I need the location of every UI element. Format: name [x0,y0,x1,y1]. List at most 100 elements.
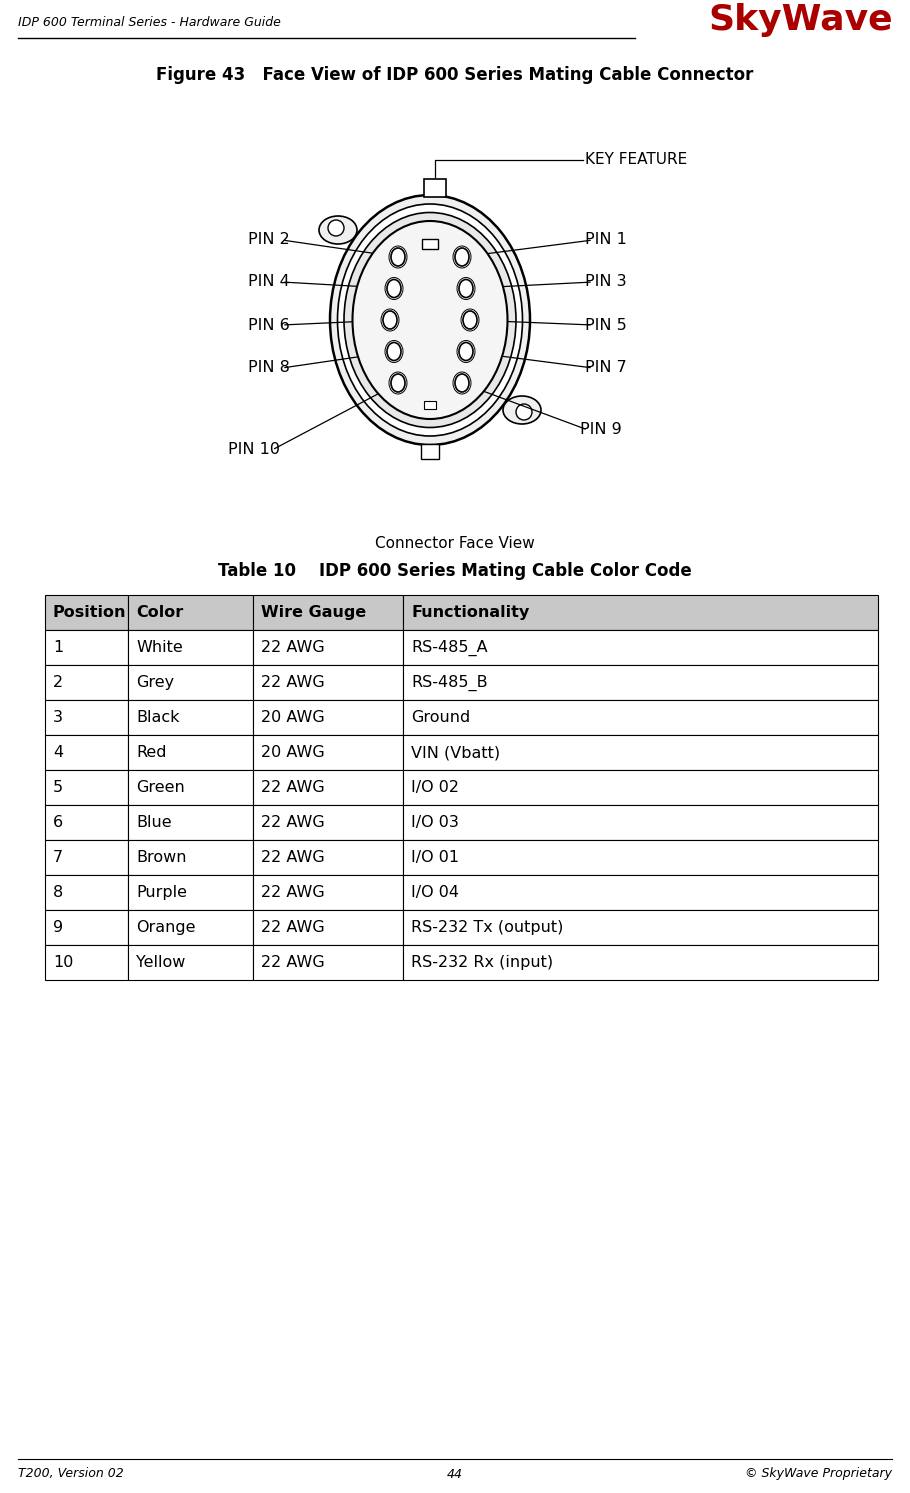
Text: I/O 01: I/O 01 [411,850,460,864]
Text: PIN 9: PIN 9 [580,423,622,437]
Ellipse shape [338,205,522,436]
Ellipse shape [352,221,508,420]
Bar [403,911,878,945]
Text: White: White [136,640,183,655]
Bar [128,664,253,700]
Bar [128,700,253,735]
Text: 10: 10 [53,956,74,970]
Bar [421,443,439,458]
Ellipse shape [455,375,469,393]
Bar [403,700,878,735]
Text: Wire Gauge: Wire Gauge [261,605,367,620]
Text: RS-485_A: RS-485_A [411,639,488,655]
Text: Figure 43   Face View of IDP 600 Series Mating Cable Connector: Figure 43 Face View of IDP 600 Series Ma… [157,66,753,84]
Text: 22 AWG: 22 AWG [261,956,325,970]
Text: 22 AWG: 22 AWG [261,815,325,830]
Text: 44: 44 [447,1468,463,1481]
Bar [403,596,878,630]
Text: PIN 2: PIN 2 [248,233,290,248]
Text: © SkyWave Proprietary: © SkyWave Proprietary [745,1468,892,1481]
Bar [45,700,128,735]
Bar [422,239,438,249]
Text: 1: 1 [53,640,64,655]
Text: Yellow: Yellow [136,956,186,970]
Ellipse shape [455,248,469,266]
Text: IDP 600 Terminal Series - Hardware Guide: IDP 600 Terminal Series - Hardware Guide [18,15,281,28]
Ellipse shape [330,196,530,445]
Bar [45,875,128,911]
Bar [403,841,878,875]
Bar [128,735,253,770]
Bar [424,179,446,197]
Bar [128,945,253,979]
Bar [45,770,128,805]
Text: 9: 9 [53,920,63,935]
Text: 7: 7 [53,850,63,864]
Bar [128,841,253,875]
Bar [128,596,253,630]
Bar [253,945,403,979]
Text: 20 AWG: 20 AWG [261,711,325,726]
Ellipse shape [391,248,405,266]
Bar [45,735,128,770]
Bar [45,805,128,841]
Bar [253,770,403,805]
Text: 2: 2 [53,675,63,690]
Text: PIN 5: PIN 5 [585,318,627,333]
Text: I/O 02: I/O 02 [411,779,460,794]
Text: VIN (Vbatt): VIN (Vbatt) [411,745,500,760]
Bar [253,911,403,945]
Bar [128,911,253,945]
Text: 22 AWG: 22 AWG [261,850,325,864]
Text: PIN 3: PIN 3 [585,275,627,290]
Text: Black: Black [136,711,180,726]
Text: PIN 7: PIN 7 [585,360,627,376]
Bar [253,664,403,700]
Text: Brown: Brown [136,850,187,864]
Bar [424,402,436,409]
Text: Position: Position [53,605,126,620]
Text: 4: 4 [53,745,63,760]
Text: I/O 03: I/O 03 [411,815,459,830]
Ellipse shape [344,212,516,427]
Ellipse shape [319,216,357,243]
Bar [403,945,878,979]
Bar [403,630,878,664]
Text: 22 AWG: 22 AWG [261,885,325,900]
Bar [403,664,878,700]
Text: 5: 5 [53,779,63,794]
Text: Color: Color [136,605,184,620]
Bar [253,630,403,664]
Bar [128,770,253,805]
Bar [253,875,403,911]
Text: Green: Green [136,779,185,794]
Text: PIN 1: PIN 1 [585,233,627,248]
Bar [45,945,128,979]
Text: 22 AWG: 22 AWG [261,779,325,794]
Text: Connector Face View: Connector Face View [375,536,535,551]
Text: PIN 6: PIN 6 [248,318,290,333]
Bar [128,630,253,664]
Text: PIN 4: PIN 4 [248,275,290,290]
Text: 8: 8 [53,885,64,900]
Ellipse shape [459,279,473,297]
Text: PIN 10: PIN 10 [228,442,280,457]
Bar [45,630,128,664]
Text: RS-485_B: RS-485_B [411,675,488,691]
Text: 22 AWG: 22 AWG [261,920,325,935]
Text: T200, Version 02: T200, Version 02 [18,1468,124,1481]
Text: Table 10    IDP 600 Series Mating Cable Color Code: Table 10 IDP 600 Series Mating Cable Col… [218,561,692,579]
Text: Blue: Blue [136,815,172,830]
Ellipse shape [459,342,473,360]
Bar [253,596,403,630]
Bar [253,735,403,770]
Ellipse shape [387,342,401,360]
Text: RS-232 Rx (input): RS-232 Rx (input) [411,956,553,970]
Circle shape [516,405,532,420]
Bar [45,911,128,945]
Ellipse shape [391,375,405,393]
Bar [403,770,878,805]
Circle shape [328,219,344,236]
Text: Red: Red [136,745,167,760]
Text: 3: 3 [53,711,63,726]
